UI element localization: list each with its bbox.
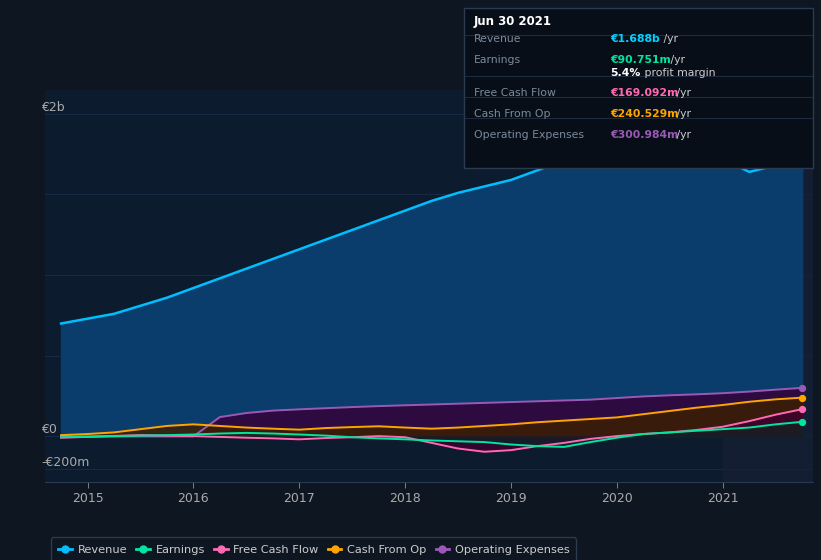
Text: /yr: /yr xyxy=(673,88,691,99)
Legend: Revenue, Earnings, Free Cash Flow, Cash From Op, Operating Expenses: Revenue, Earnings, Free Cash Flow, Cash … xyxy=(51,538,576,560)
Text: €300.984m: €300.984m xyxy=(610,130,678,140)
Text: Free Cash Flow: Free Cash Flow xyxy=(474,88,556,99)
Text: /yr: /yr xyxy=(673,130,691,140)
Point xyxy=(796,393,809,402)
Text: Revenue: Revenue xyxy=(474,34,521,44)
Text: €240.529m: €240.529m xyxy=(610,109,678,119)
Text: Cash From Op: Cash From Op xyxy=(474,109,550,119)
Text: €1.688b: €1.688b xyxy=(610,34,660,44)
Text: €169.092m: €169.092m xyxy=(610,88,678,99)
Bar xyxy=(722,90,813,482)
Text: €2b: €2b xyxy=(41,101,65,114)
Text: Jun 30 2021: Jun 30 2021 xyxy=(474,15,552,28)
Text: -€200m: -€200m xyxy=(41,456,89,469)
Text: profit margin: profit margin xyxy=(641,68,716,78)
Text: 5.4%: 5.4% xyxy=(610,68,640,78)
Text: Earnings: Earnings xyxy=(474,55,521,65)
Text: /yr: /yr xyxy=(660,34,678,44)
Text: /yr: /yr xyxy=(673,109,691,119)
Point xyxy=(796,417,809,426)
Point xyxy=(796,384,809,393)
Text: /yr: /yr xyxy=(667,55,685,65)
Text: €90.751m: €90.751m xyxy=(610,55,671,65)
Text: Operating Expenses: Operating Expenses xyxy=(474,130,584,140)
Point xyxy=(796,160,809,169)
Text: €0: €0 xyxy=(41,423,57,436)
Point xyxy=(796,405,809,414)
